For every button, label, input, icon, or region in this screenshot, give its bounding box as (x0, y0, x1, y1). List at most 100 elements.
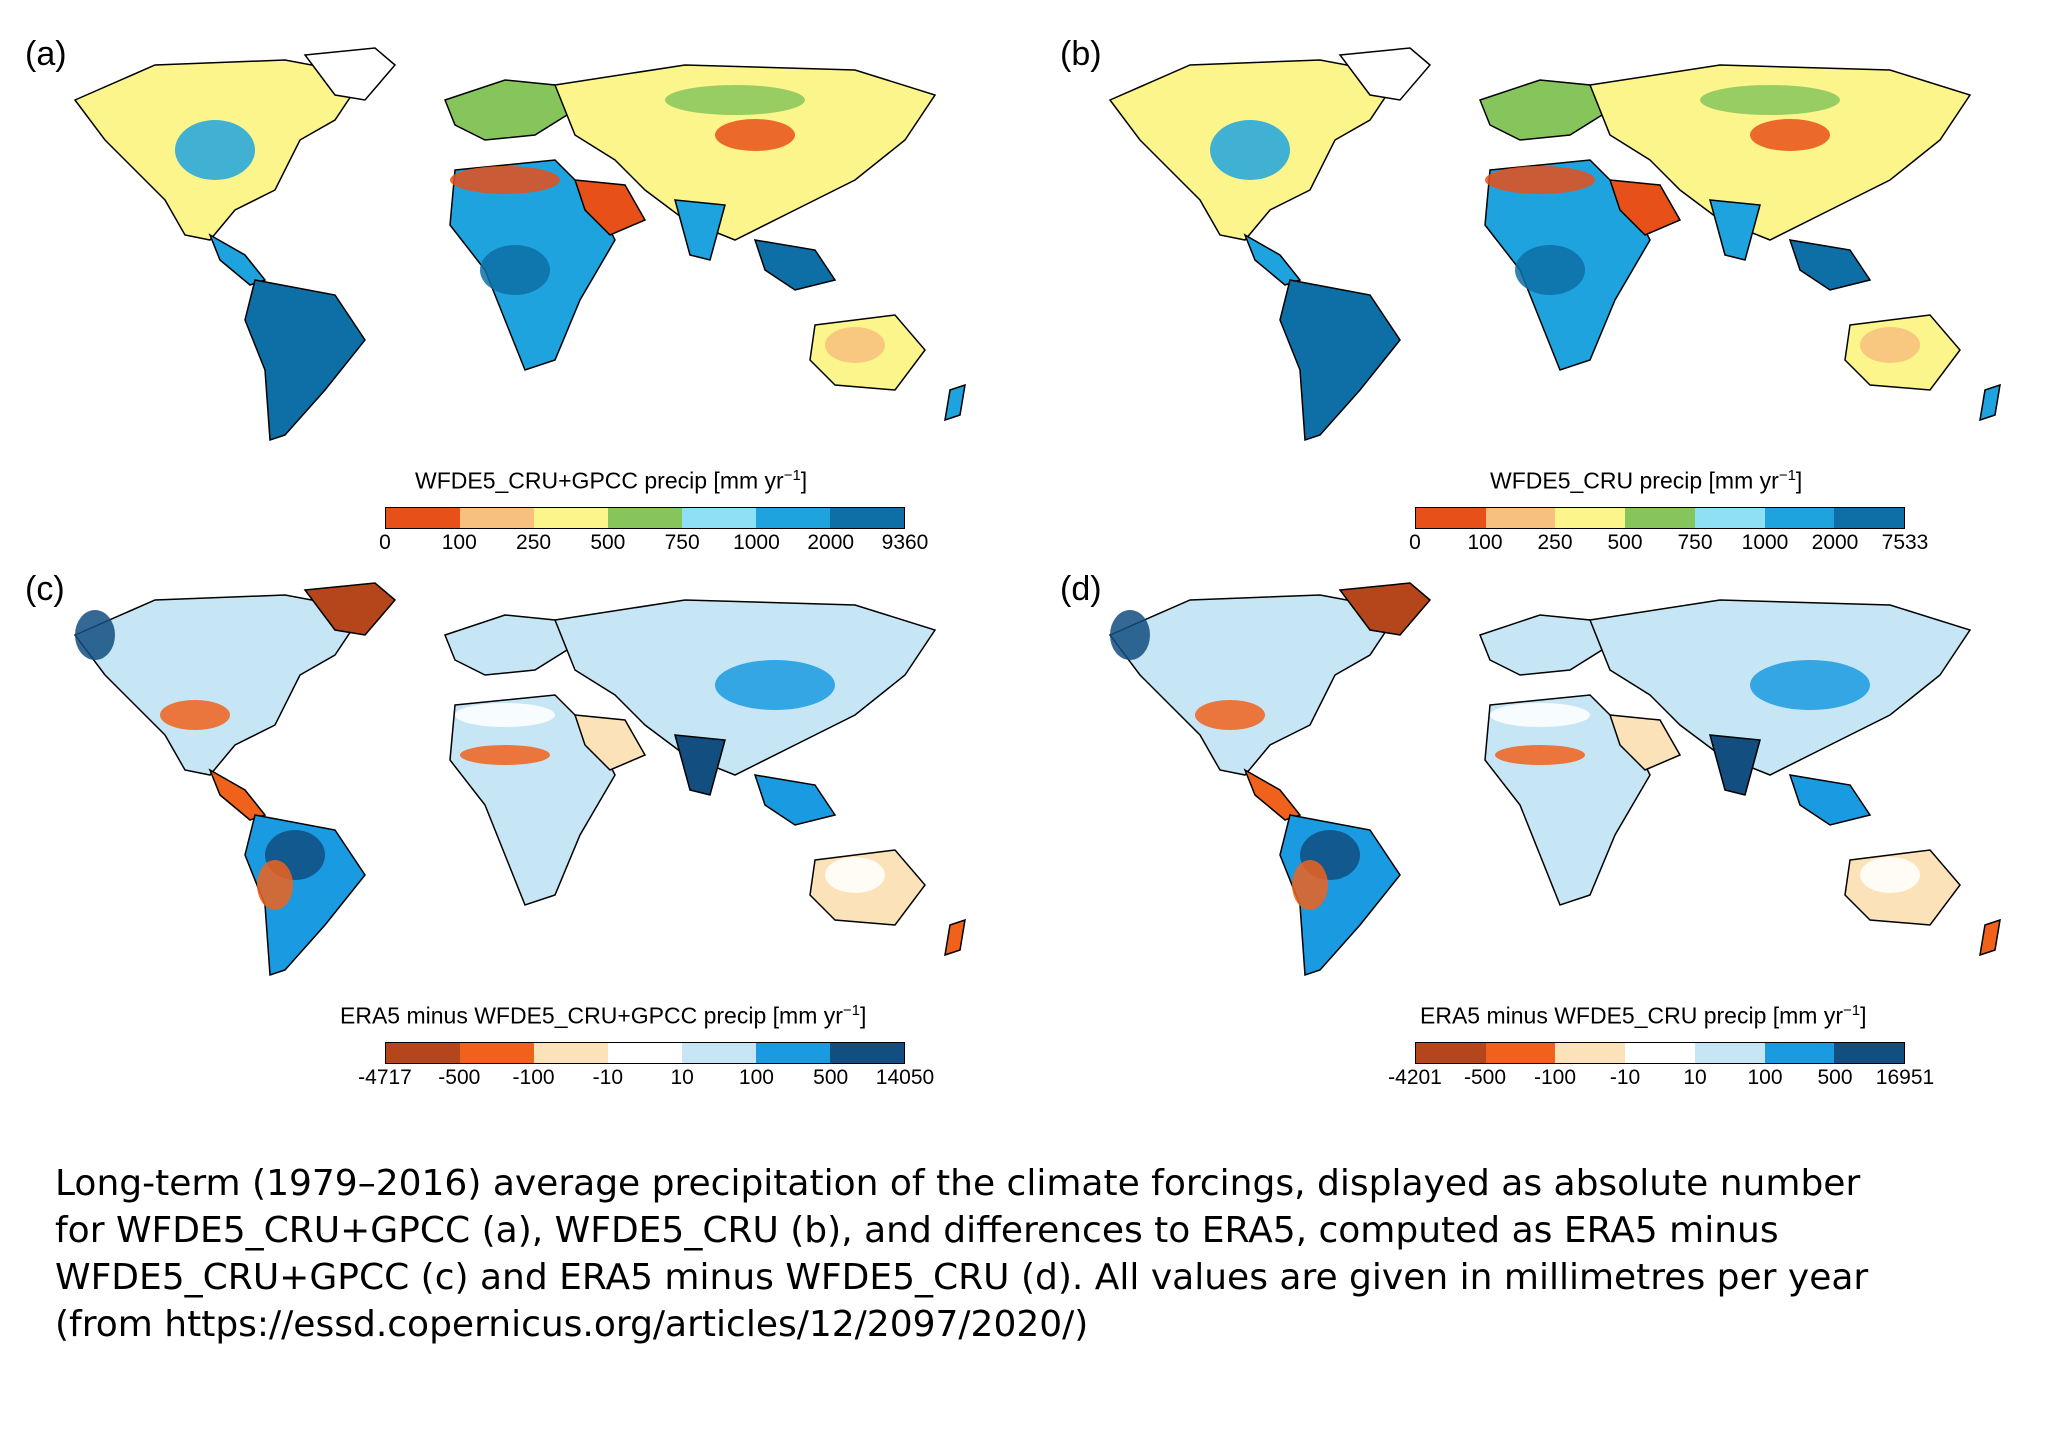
land-asia (1588, 64, 1972, 241)
precip-region (175, 120, 255, 180)
precip-region (1295, 300, 1365, 360)
precip-region (1195, 700, 1265, 730)
land-new-zealand (1979, 383, 2001, 422)
map-panel-c: (c) ERA5 minus WFDE5_CRU+GPCC precip [mm… (25, 570, 1045, 1115)
colorbar-tick-label: 16951 (1875, 1066, 1935, 1089)
colorbar-segment (756, 1043, 830, 1063)
land-central-america (208, 768, 267, 821)
land-north-america (73, 594, 367, 776)
land-arabia (1608, 179, 1682, 236)
colorbar (1415, 507, 1905, 529)
precip-region (825, 327, 885, 363)
colorbar-segment (460, 1043, 534, 1063)
colorbar-segment (1694, 508, 1765, 528)
colorbar-segment (1555, 508, 1626, 528)
colorbar-tick-label: 100 (441, 531, 477, 554)
precip-region (75, 610, 115, 660)
colorbar-tick-label: 2000 (1811, 531, 1859, 554)
colorbar-tick-label: 10 (1683, 1066, 1707, 1089)
colorbar-tick-label: 14050 (875, 1066, 935, 1089)
colorbar (1415, 1042, 1905, 1064)
precip-region (1860, 327, 1920, 363)
colorbar-segment (1416, 508, 1486, 528)
colorbar-segment (460, 508, 534, 528)
precip-region (460, 745, 550, 765)
caption-line: WFDE5_CRU+GPCC (c) and ERA5 minus WFDE5_… (55, 1257, 1869, 1298)
precip-region (260, 300, 330, 360)
colorbar-segment (830, 1043, 904, 1063)
land-greenland (303, 47, 397, 101)
panel-label: (a) (25, 35, 67, 73)
land-southeast-asia (1788, 774, 1872, 826)
precip-region (480, 245, 550, 295)
panel-label: (d) (1060, 570, 1102, 608)
colorbar-segment (608, 1043, 682, 1063)
precip-region (715, 660, 835, 710)
colorbar-tick-label: 250 (1537, 531, 1573, 554)
land-southeast-asia (1788, 239, 1872, 291)
colorbar-tick-label: 750 (1677, 531, 1713, 554)
panel-label: (b) (1060, 35, 1102, 73)
colorbar-segment (1485, 508, 1556, 528)
precip-region (665, 85, 805, 115)
land-greenland (1338, 47, 1432, 101)
land-india (1708, 199, 1761, 261)
caption-line: (from https://essd.copernicus.org/articl… (55, 1304, 1089, 1345)
colorbar-tick-label: -100 (512, 1066, 555, 1089)
precip-region (1485, 166, 1595, 194)
map-panel-d: (d) ERA5 minus WFDE5_CRU precip [mm yr−1… (1060, 570, 2066, 1115)
colorbar-title: ERA5 minus WFDE5_CRU+GPCC precip [mm yr−… (340, 1002, 867, 1029)
land-central-america (1243, 768, 1302, 821)
colorbar-segment (534, 508, 608, 528)
land-north-america (1108, 594, 1402, 776)
land-new-zealand (944, 918, 966, 957)
colorbar-ticks: 0 100 250 500 750 1000 2000 9360 (379, 531, 928, 559)
precip-region (1860, 857, 1920, 893)
colorbar-segment (1485, 1043, 1556, 1063)
land-greenland (303, 582, 397, 636)
precip-region (1515, 245, 1585, 295)
world-precip-map (73, 47, 966, 442)
colorbar-tick-label: 1000 (1741, 531, 1789, 554)
colorbar-tick-label: -100 (1533, 1066, 1577, 1089)
colorbar-tick-label: 2000 (807, 531, 855, 554)
colorbar-segment (1555, 1043, 1626, 1063)
land-india (673, 734, 726, 796)
colorbar-tick-label: 750 (664, 531, 700, 554)
caption-line: Long-term (1979–2016) average precipitat… (55, 1163, 1861, 1204)
colorbar-tick-label: 250 (516, 531, 552, 554)
precip-region (1700, 85, 1840, 115)
world-precip-map (1108, 47, 2001, 442)
colorbar-ticks: -4201 -500 -100 -10 10 100 500 16951 (1388, 1066, 1934, 1094)
colorbar-tick-label: 1000 (733, 531, 780, 554)
land-new-zealand (944, 383, 966, 422)
land-arabia (573, 179, 647, 236)
precip-region (825, 857, 885, 893)
world-precip-difference-map (1108, 582, 2001, 977)
land-central-america (208, 233, 267, 286)
colorbar (385, 507, 905, 529)
land-europe (444, 79, 577, 141)
colorbar-segment (534, 1043, 608, 1063)
land-new-zealand (1979, 918, 2001, 957)
map-panel-b: (b) WFDE5_CRU precip [mm yr−1] 0 100 250 50… (1060, 35, 2066, 580)
precip-region (1490, 703, 1590, 727)
colorbar-segment (1694, 1043, 1765, 1063)
colorbar-tick-label: 100 (738, 1066, 774, 1089)
map-panel-a: (a) WFDE5_CRU+GPCC precip [mm yr−1] 0 100… (25, 35, 1045, 580)
colorbar-tick-label: -500 (438, 1066, 481, 1089)
colorbar-segment (1416, 1043, 1486, 1063)
colorbar-segment (1625, 1043, 1695, 1063)
colorbar-segment (1764, 1043, 1835, 1063)
colorbar-tick-label: 0 (1409, 531, 1421, 554)
panel-label: (c) (25, 570, 65, 608)
precip-region (455, 703, 555, 727)
precip-region (1110, 610, 1150, 660)
land-india (1708, 734, 1761, 796)
colorbar-tick-label: 500 (590, 531, 626, 554)
colorbar-title: WFDE5_CRU+GPCC precip [mm yr−1] (415, 467, 808, 494)
colorbar-tick-label: -4717 (358, 1066, 412, 1089)
colorbar-tick-label: 500 (1817, 1066, 1853, 1089)
precip-region (1292, 860, 1328, 910)
colorbar-tick-label: 9360 (881, 531, 929, 554)
